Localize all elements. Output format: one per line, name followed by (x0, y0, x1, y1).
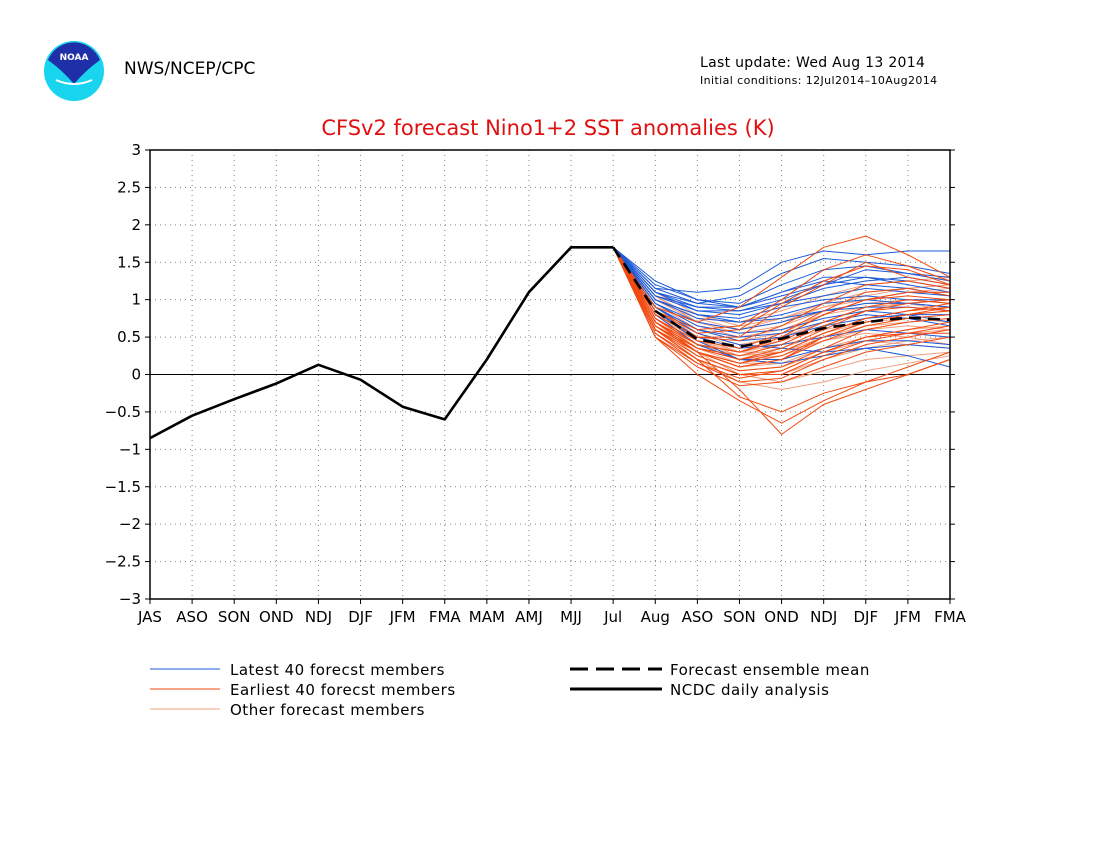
earliest-40-forecst-members-line (612, 247, 951, 331)
earliest-40-forecst-members-line (612, 247, 951, 357)
earliest-40-forecst-members-line (612, 247, 951, 349)
y-tick-label: 2.5 (117, 178, 141, 196)
earliest-40-forecst-members-line (612, 247, 951, 342)
latest-40-forecst-members-line (612, 246, 951, 304)
x-tick-label: SON (723, 608, 756, 626)
x-tick-label: ASO (176, 608, 208, 626)
earliest-40-forecst-members-line (612, 247, 951, 435)
legend-label: Forecast ensemble mean (670, 661, 870, 679)
earliest-40-forecst-members-line (612, 235, 951, 323)
x-tick-label: DJF (348, 608, 373, 626)
latest-40-forecst-members-line (612, 246, 951, 304)
earliest-40-forecst-members-line (612, 247, 951, 368)
x-tick-label: OND (764, 608, 799, 626)
earliest-40-forecst-members-line (612, 247, 951, 372)
chart-title: CFSv2 forecast Nino1+2 SST anomalies (K) (321, 116, 774, 140)
x-tick-label: FMA (429, 608, 462, 626)
x-tick-label: JFM (389, 608, 416, 626)
y-tick-label: −1 (119, 440, 141, 458)
legend: Latest 40 forecst members Forecast ensemb… (150, 661, 870, 719)
legend-label: Earliest 40 forecst members (230, 681, 456, 699)
noaa-logo-icon: NOAA (44, 41, 104, 101)
x-tick-label: OND (259, 608, 294, 626)
legend-label: Latest 40 forecst members (230, 661, 445, 679)
y-tick-label: −0.5 (105, 403, 141, 421)
legend-label: NCDC daily analysis (670, 681, 829, 699)
ensemble-members (612, 235, 951, 435)
latest-40-forecst-members-line (612, 246, 951, 308)
y-tick-label: −3 (119, 590, 141, 608)
x-tick-label: MAM (469, 608, 505, 626)
earliest-40-forecst-members-line (612, 247, 951, 334)
main-series (149, 246, 951, 440)
x-tick-label: MJJ (560, 608, 582, 626)
y-tick-label: 0.5 (117, 328, 141, 346)
x-tick-label: NDJ (810, 608, 837, 626)
y-tick-label: 1 (131, 291, 141, 309)
earliest-40-forecst-members-line (612, 247, 951, 387)
agency-label: NWS/NCEP/CPC (124, 59, 256, 79)
earliest-40-forecst-members-line (612, 247, 951, 424)
earliest-40-forecst-members-line (612, 247, 951, 364)
grid (150, 150, 950, 599)
x-tick-label: Jul (603, 608, 622, 626)
y-tick-label: 2 (131, 216, 141, 234)
y-tick-label: −2.5 (105, 553, 141, 571)
y-tick-label: −2 (119, 515, 141, 533)
x-tick-label: NDJ (305, 608, 332, 626)
x-tick-label: JFM (894, 608, 921, 626)
earliest-40-forecst-members-line (612, 247, 951, 375)
earliest-40-forecst-members-line (612, 247, 951, 360)
earliest-40-forecst-members-line (612, 247, 951, 383)
earliest-40-forecst-members-line (612, 247, 951, 353)
last-update-label: Last update: Wed Aug 13 2014 (700, 55, 926, 71)
latest-40-forecst-members-line (612, 247, 951, 364)
latest-40-forecst-members-line (612, 246, 951, 323)
legend-label: Other forecast members (230, 701, 425, 719)
logo-text: NOAA (60, 53, 89, 63)
x-tick-label: Aug (641, 608, 670, 626)
ncdc-daily-analysis-line (149, 246, 614, 440)
earliest-40-forecst-members-line (612, 247, 950, 379)
initial-conditions-label: Initial conditions: 12Jul2014–10Aug2014 (700, 74, 938, 87)
forecast-ensemble-mean-line (612, 246, 951, 349)
earliest-40-forecst-members-line (612, 247, 951, 353)
x-tick-label: FMA (934, 608, 967, 626)
x-tick-label: JAS (137, 608, 162, 626)
x-tick-label: ASO (682, 608, 714, 626)
y-tick-label: −1.5 (105, 478, 141, 496)
x-tick-label: DJF (853, 608, 878, 626)
latest-40-forecst-members-line (612, 246, 951, 331)
x-tick-label: AMJ (515, 608, 543, 626)
x-tick-label: SON (218, 608, 251, 626)
y-tick-label: 0 (131, 366, 141, 384)
y-tick-label: 1.5 (117, 253, 141, 271)
y-tick-label: 3 (131, 141, 141, 159)
